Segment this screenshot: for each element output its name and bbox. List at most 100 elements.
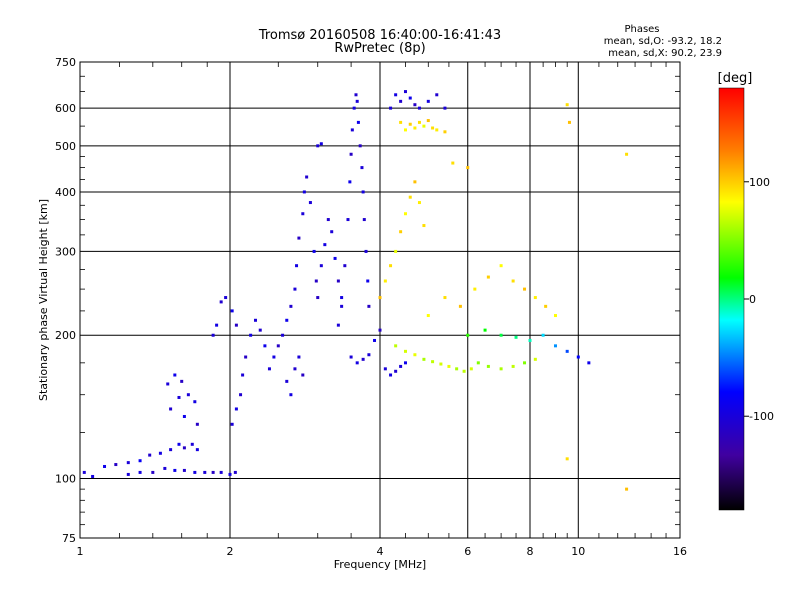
- data-point-o: [276, 344, 280, 348]
- data-point-o: [383, 367, 387, 371]
- data-point-o: [239, 393, 243, 397]
- data-point-o: [233, 470, 237, 474]
- data-point-x: [565, 103, 569, 107]
- data-point-o: [169, 407, 173, 411]
- data-point-o: [373, 338, 377, 342]
- data-point-o: [367, 304, 371, 308]
- data-point-o: [389, 106, 393, 110]
- data-point-x: [394, 249, 398, 253]
- data-point-o: [215, 323, 219, 327]
- data-point-o: [126, 461, 130, 465]
- data-point-o: [297, 355, 301, 359]
- data-point-o: [182, 414, 186, 418]
- data-point-x: [544, 304, 548, 308]
- data-point-x: [426, 314, 430, 318]
- data-point-x: [511, 364, 515, 368]
- data-point-x: [625, 152, 629, 156]
- y-tick-label: 75: [62, 532, 76, 545]
- data-point-x: [469, 367, 473, 371]
- data-point-o: [340, 296, 344, 300]
- x-tick-label: 6: [464, 545, 471, 558]
- data-point-o: [295, 264, 299, 268]
- data-point-o: [413, 103, 417, 107]
- data-point-o: [389, 373, 393, 377]
- data-point-o: [138, 470, 142, 474]
- data-point-o: [241, 373, 245, 377]
- data-point-x: [541, 333, 545, 337]
- data-point-x: [399, 120, 403, 124]
- data-point-o: [263, 344, 267, 348]
- data-point-o: [193, 470, 197, 474]
- data-point-x: [455, 367, 459, 371]
- data-point-x: [422, 224, 426, 228]
- data-point-o: [285, 318, 289, 322]
- data-point-o: [258, 328, 262, 332]
- data-point-o: [362, 218, 366, 222]
- colorbar-tick-label: 100: [749, 176, 770, 189]
- data-point-o: [190, 442, 194, 446]
- data-point-x: [458, 304, 462, 308]
- data-point-o: [403, 90, 407, 94]
- data-point-x: [378, 296, 382, 300]
- data-point-o: [323, 243, 327, 247]
- data-point-o: [349, 355, 353, 359]
- x-tick-labels: 1 2 4 6 8 10 16: [77, 545, 688, 558]
- data-point-o: [435, 93, 439, 97]
- data-point-o: [151, 470, 155, 474]
- data-point-o: [336, 323, 340, 327]
- data-point-o: [211, 470, 215, 474]
- data-point-o: [219, 470, 223, 474]
- data-point-o: [195, 448, 199, 452]
- data-point-o: [289, 393, 293, 397]
- data-point-o: [333, 256, 337, 260]
- colorbar-label: [deg]: [718, 71, 753, 86]
- data-point-x: [431, 126, 435, 130]
- data-point-o: [355, 99, 359, 103]
- data-point-x: [553, 344, 557, 348]
- data-point-x: [399, 230, 403, 234]
- data-point-x: [499, 333, 503, 337]
- data-point-o: [399, 364, 403, 368]
- y-tick-label: 300: [55, 245, 76, 258]
- data-point-x: [408, 195, 412, 199]
- data-point-x: [413, 126, 417, 130]
- data-point-o: [403, 361, 407, 365]
- data-point-o: [356, 120, 360, 124]
- data-point-o: [358, 144, 362, 148]
- data-point-o: [103, 464, 107, 468]
- y-tick-label: 200: [55, 329, 76, 342]
- data-point-o: [267, 367, 271, 371]
- data-point-x: [403, 128, 407, 132]
- data-point-o: [330, 230, 334, 234]
- data-point-o: [211, 333, 215, 337]
- data-point-o: [230, 309, 234, 313]
- data-point-x: [443, 130, 447, 134]
- data-point-o: [301, 212, 305, 216]
- data-point-o: [394, 93, 398, 97]
- data-point-o: [316, 144, 320, 148]
- phases-title: Phases: [624, 24, 659, 35]
- data-point-o: [173, 468, 177, 472]
- data-point-o: [228, 472, 232, 476]
- data-point-o: [166, 382, 170, 386]
- data-point-x: [565, 349, 569, 353]
- x-tick-label: 2: [227, 545, 234, 558]
- data-point-o: [399, 99, 403, 103]
- data-point-x: [466, 166, 470, 170]
- data-point-o: [177, 395, 181, 399]
- data-point-x: [439, 362, 443, 366]
- data-point-x: [523, 361, 527, 365]
- data-point-o: [352, 106, 356, 110]
- data-point-o: [169, 448, 173, 452]
- data-point-x: [553, 314, 557, 318]
- data-point-o: [361, 190, 365, 194]
- data-point-o: [272, 355, 276, 359]
- data-point-x: [447, 364, 451, 368]
- data-point-o: [234, 323, 238, 327]
- data-point-o: [281, 333, 285, 337]
- data-point-o: [378, 328, 382, 332]
- data-point-x: [451, 161, 455, 165]
- data-point-o: [230, 422, 234, 426]
- data-point-o: [297, 236, 301, 240]
